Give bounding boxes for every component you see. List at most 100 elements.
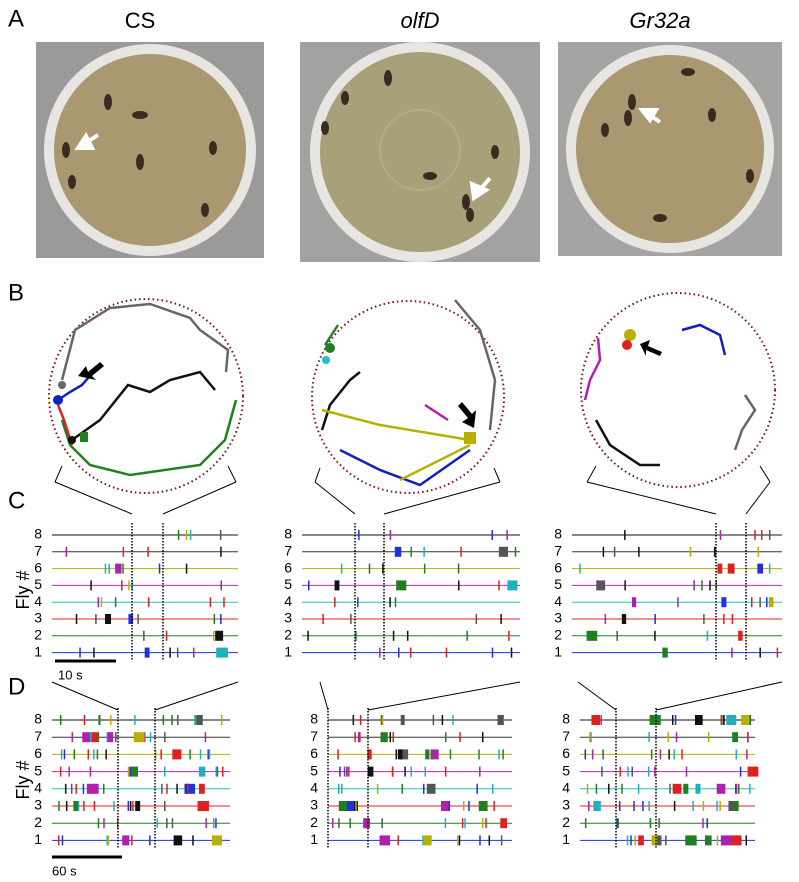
event-tick: [510, 647, 513, 658]
event-tick: [760, 530, 763, 540]
event-tick: [759, 647, 761, 658]
event-tick: [208, 749, 211, 760]
event-tick: [63, 749, 66, 760]
event-tick: [215, 766, 218, 777]
event-tick: [113, 801, 115, 811]
event-tick: [491, 647, 494, 658]
event-tick: [185, 563, 188, 574]
event-tick: [441, 715, 444, 725]
event-tick: [221, 766, 224, 777]
event-tick: [457, 563, 460, 574]
row-label: 7: [554, 543, 562, 559]
event-tick: [164, 801, 166, 811]
event-tick: [220, 546, 222, 557]
event-tick: [358, 530, 360, 540]
event-tick: [343, 766, 346, 777]
event-tick: [129, 766, 139, 777]
event-tick: [89, 766, 92, 777]
event-tick: [716, 835, 719, 846]
event-tick: [184, 783, 196, 794]
event-tick: [728, 801, 735, 811]
event-tick: [346, 766, 348, 777]
event-tick: [504, 546, 507, 557]
event-tick: [468, 801, 470, 811]
event-tick: [464, 818, 466, 829]
event-tick: [759, 597, 761, 608]
event-tick: [71, 732, 74, 743]
event-tick: [198, 801, 201, 811]
event-tick: [590, 732, 592, 743]
event-tick: [368, 563, 371, 574]
row-label: 4: [284, 593, 292, 609]
event-tick: [171, 818, 174, 829]
event-tick: [631, 766, 633, 777]
event-tick: [498, 546, 509, 557]
row-label: 5: [554, 576, 562, 592]
event-tick: [630, 835, 632, 846]
event-tick: [355, 801, 357, 811]
row-label: 4: [310, 780, 318, 796]
fly-marker: [53, 329, 636, 444]
event-tick: [65, 546, 68, 557]
event-tick: [479, 766, 481, 777]
event-tick: [702, 801, 705, 811]
event-tick: [658, 818, 660, 829]
panel-label: A: [8, 5, 24, 32]
event-tick: [672, 783, 682, 794]
event-tick: [128, 614, 134, 624]
event-tick: [593, 801, 601, 811]
event-tick: [122, 546, 125, 557]
event-tick: [171, 715, 173, 725]
event-tick: [707, 732, 710, 743]
event-tick: [64, 783, 67, 794]
event-tick: [647, 766, 650, 777]
event-tick: [176, 783, 178, 794]
genotype-title: olfD: [400, 8, 439, 33]
event-tick: [423, 835, 432, 846]
event-tick: [591, 749, 594, 760]
event-tick: [747, 766, 759, 777]
event-tick: [380, 715, 383, 725]
event-tick: [177, 530, 180, 540]
event-tick: [768, 563, 771, 574]
event-tick: [73, 749, 76, 760]
event-tick: [93, 749, 95, 760]
event-tick: [498, 580, 500, 591]
event-tick: [334, 597, 336, 608]
event-tick: [220, 580, 223, 591]
event-tick: [363, 818, 365, 829]
event-tick: [654, 614, 656, 624]
row-label: 1: [284, 643, 292, 659]
event-tick: [506, 530, 508, 540]
event-tick: [199, 749, 202, 760]
event-tick: [97, 597, 100, 608]
event-tick: [624, 580, 626, 591]
event-tick: [90, 580, 92, 591]
event-tick: [706, 818, 708, 829]
event-tick: [392, 732, 394, 743]
event-tick: [307, 630, 309, 641]
event-tick: [730, 801, 739, 811]
event-tick: [604, 614, 607, 624]
photo: [36, 42, 264, 258]
event-tick: [70, 783, 73, 794]
row-label: 7: [284, 543, 292, 559]
trajectory: [56, 299, 757, 487]
event-tick: [149, 835, 151, 846]
event-tick: [93, 801, 96, 811]
event-tick: [87, 749, 90, 760]
event-tick: [766, 597, 768, 608]
event-tick: [169, 647, 171, 658]
event-tick: [449, 749, 452, 760]
event-tick: [425, 749, 430, 760]
event-tick: [466, 630, 468, 641]
event-tick: [631, 597, 637, 608]
event-tick: [115, 732, 117, 743]
event-tick: [444, 766, 447, 777]
event-tick: [600, 715, 602, 725]
row-label: 4: [34, 593, 42, 609]
event-tick: [355, 630, 357, 641]
event-tick: [177, 715, 179, 725]
event-tick: [68, 766, 70, 777]
event-tick: [198, 783, 205, 794]
